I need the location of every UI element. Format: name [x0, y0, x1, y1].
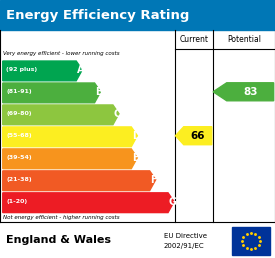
- Polygon shape: [3, 61, 82, 81]
- Text: Energy Efficiency Rating: Energy Efficiency Rating: [6, 9, 189, 22]
- Text: C: C: [114, 109, 121, 119]
- Text: (1-20): (1-20): [6, 199, 27, 204]
- Polygon shape: [3, 127, 137, 147]
- Polygon shape: [3, 171, 156, 191]
- Polygon shape: [3, 149, 137, 169]
- Text: (21-38): (21-38): [6, 177, 32, 182]
- Text: E: E: [132, 153, 139, 163]
- Bar: [0, 0, 275, 30]
- Text: (55-68): (55-68): [6, 133, 32, 138]
- Text: Potential: Potential: [227, 35, 261, 44]
- Text: 2002/91/EC: 2002/91/EC: [164, 243, 204, 249]
- Polygon shape: [213, 83, 274, 101]
- Text: England & Wales: England & Wales: [6, 235, 111, 245]
- Text: (92 plus): (92 plus): [6, 67, 37, 72]
- Text: 66: 66: [191, 131, 205, 141]
- Text: D: D: [132, 131, 140, 141]
- Polygon shape: [3, 83, 101, 103]
- Text: (69-80): (69-80): [6, 111, 32, 116]
- Text: B: B: [95, 87, 103, 97]
- Text: Very energy efficient - lower running costs: Very energy efficient - lower running co…: [3, 51, 119, 57]
- Polygon shape: [3, 193, 174, 213]
- Text: EU Directive: EU Directive: [164, 232, 207, 239]
- Bar: [232, 227, 270, 255]
- Text: F: F: [150, 175, 157, 185]
- Text: A: A: [77, 65, 84, 75]
- Polygon shape: [3, 105, 119, 125]
- Text: Not energy efficient - higher running costs: Not energy efficient - higher running co…: [3, 215, 119, 220]
- Text: 83: 83: [243, 87, 257, 97]
- Text: Current: Current: [180, 35, 209, 44]
- Text: G: G: [169, 197, 177, 207]
- Text: (81-91): (81-91): [6, 89, 32, 94]
- Polygon shape: [175, 127, 212, 145]
- Text: (39-54): (39-54): [6, 155, 32, 160]
